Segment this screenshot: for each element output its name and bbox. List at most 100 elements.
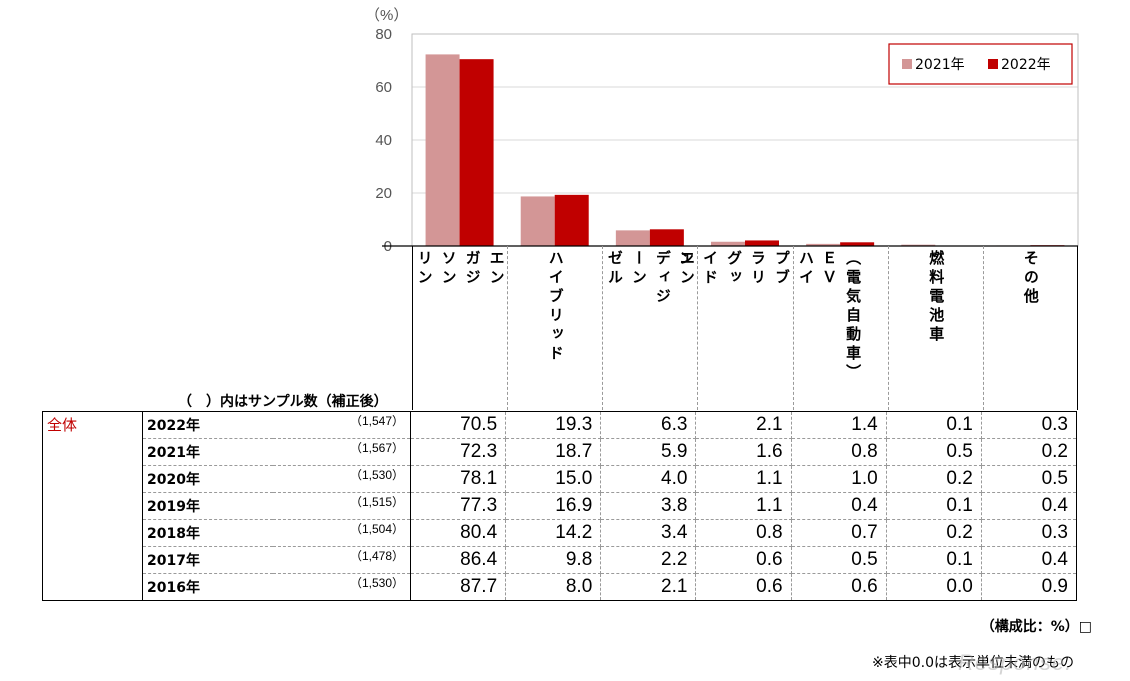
table-row: 2017年 （1,478） 86.4 9.8 2.2 0.6 0.5 0.1 0.4 — [43, 546, 1077, 574]
value-cell: 0.8 — [695, 519, 792, 547]
category-label: エン ガジ ソン リン — [413, 250, 507, 288]
sample-size-caption: （ ）内はサンプル数（補正後） — [178, 394, 388, 410]
category-label-line: ハイブリッド — [546, 250, 565, 364]
value-cell: 77.3 — [410, 492, 507, 520]
value-cell: 0.8 — [791, 438, 887, 466]
value-cell: 2.1 — [695, 411, 792, 439]
legend-swatch-0 — [902, 59, 912, 69]
value-cell: 1.1 — [695, 492, 792, 520]
category-label-line: ガジ — [463, 250, 482, 288]
footnote: ※表中0.0は表示単位未満のもの — [872, 655, 1074, 671]
category-label: その他 — [984, 250, 1077, 307]
value-cell: 0.2 — [886, 519, 982, 547]
legend-box — [888, 43, 1073, 85]
value-cell: 2.1 — [600, 573, 697, 601]
sample-size-cell: （1,515） — [272, 492, 411, 520]
table-row: 2019年 （1,515） 77.3 16.9 3.8 1.1 0.4 0.1 0.4 — [43, 492, 1077, 520]
year-cell: 2020年 — [142, 465, 273, 493]
category-label-line: エン — [677, 250, 696, 288]
category-label: ハイ プブ ラリ グッ イドン — [677, 250, 815, 288]
category-header-4: （電気自動車） ＥＶ — [792, 246, 888, 410]
group-label: 全体 — [42, 411, 143, 601]
value-cell: 0.4 — [981, 492, 1077, 520]
bar-2021-3 — [711, 241, 745, 246]
bar-2022-3 — [745, 240, 779, 246]
value-cell: 80.4 — [410, 519, 507, 547]
value-cell: 15.0 — [505, 465, 602, 493]
category-label-line: ディジ — [653, 250, 672, 307]
watermark-logo: Response. — [958, 650, 1073, 675]
table-row: 2018年 （1,504） 80.4 14.2 3.4 0.8 0.7 0.2 0.3 — [43, 519, 1077, 547]
category-label-line: ゼル — [605, 250, 624, 288]
value-cell: 0.1 — [886, 411, 982, 439]
table-row: 2016年 （1,530） 87.7 8.0 2.1 0.6 0.6 0.0 0.9 — [43, 573, 1077, 601]
table-row: 2021年 （1,567） 72.3 18.7 5.9 1.6 0.8 0.5 0.2 — [43, 438, 1077, 466]
value-cell: 0.6 — [695, 546, 792, 574]
legend-label: 2021年 — [915, 57, 965, 73]
category-label-line: イド — [701, 250, 719, 288]
value-cell: 87.7 — [410, 573, 507, 601]
value-cell: 0.5 — [886, 438, 982, 466]
category-label-line: その他 — [1021, 250, 1040, 307]
value-cell: 4.0 — [600, 465, 697, 493]
legend-label: 2022年 — [1001, 57, 1051, 73]
value-cell: 3.4 — [600, 519, 697, 547]
value-cell: 70.5 — [410, 411, 507, 439]
value-cell: 14.2 — [505, 519, 602, 547]
category-label-line: ＥＶ — [820, 250, 839, 288]
value-cell: 2.2 — [600, 546, 697, 574]
value-cell: 0.2 — [981, 438, 1077, 466]
category-label-line: （電気自動車） — [844, 250, 863, 383]
value-cell: 86.4 — [410, 546, 507, 574]
legend-swatch-1 — [988, 59, 998, 69]
value-cell: 0.1 — [886, 546, 982, 574]
category-header-6: その他 — [982, 246, 1078, 410]
category-label: ハイブリッド — [508, 250, 602, 364]
category-label-line: ラリ — [749, 250, 767, 288]
bar-2022-0 — [459, 59, 494, 246]
y-tick-label: 20 — [375, 185, 392, 202]
category-label-line: エン — [487, 250, 506, 288]
category-label-line: プブ — [773, 250, 791, 288]
category-label: （電気自動車） ＥＶ — [794, 250, 888, 383]
value-cell: 16.9 — [505, 492, 602, 520]
sample-size-cell: （1,530） — [272, 573, 411, 601]
category-header-5: 燃料電池車 — [887, 246, 983, 410]
sample-size-cell: （1,567） — [272, 438, 411, 466]
category-label: 燃料電池車 — [889, 250, 983, 345]
category-label-line: ン — [677, 250, 695, 269]
bar-2022-2 — [649, 229, 684, 246]
bar-2022-1 — [554, 194, 589, 246]
category-label-line: ソン — [439, 250, 458, 288]
sample-size-cell: （1,530） — [272, 465, 411, 493]
year-cell: 2016年 — [147, 580, 200, 596]
y-tick-label: 80 — [375, 26, 392, 43]
value-cell: 0.9 — [1041, 576, 1068, 597]
year-cell: 2019年 — [142, 492, 273, 520]
value-cell: 0.2 — [886, 465, 982, 493]
category-header-2: エン ディジ ーン ゼル — [602, 246, 697, 410]
value-cell: 0.4 — [791, 492, 887, 520]
bar-2021-4 — [806, 243, 841, 246]
value-cell: 0.3 — [981, 411, 1077, 439]
category-label-line: グッ — [725, 250, 743, 288]
table-row: 2020年 （1,530） 78.1 15.0 4.0 1.1 1.0 0.2 0.5 — [43, 465, 1077, 493]
unit-note: （構成比：%）□ — [980, 619, 1092, 635]
y-unit-label: （%） — [365, 7, 408, 24]
value-cell: 1.6 — [695, 438, 792, 466]
bar-2021-2 — [615, 230, 650, 246]
year-cell: 2022年 — [142, 411, 273, 439]
category-label: エン ディジ ーン ゼル — [603, 250, 697, 307]
category-label-line: 燃料電池車 — [927, 250, 946, 345]
bar-2021-0 — [425, 54, 460, 246]
value-cell: 8.0 — [505, 573, 602, 601]
year-cell: 2021年 — [142, 438, 273, 466]
value-cell: 1.0 — [791, 465, 887, 493]
category-label-line: ーン — [629, 250, 648, 288]
category-label-line: ハイ — [797, 250, 815, 288]
bar-2021-1 — [520, 196, 555, 246]
value-cell: 6.3 — [600, 411, 697, 439]
sample-size-cell: （1,547） — [272, 411, 411, 439]
table-row: 全体 2022年 （1,547） 70.5 19.3 6.3 2.1 1.4 0.1 0.3 — [42, 411, 1077, 601]
